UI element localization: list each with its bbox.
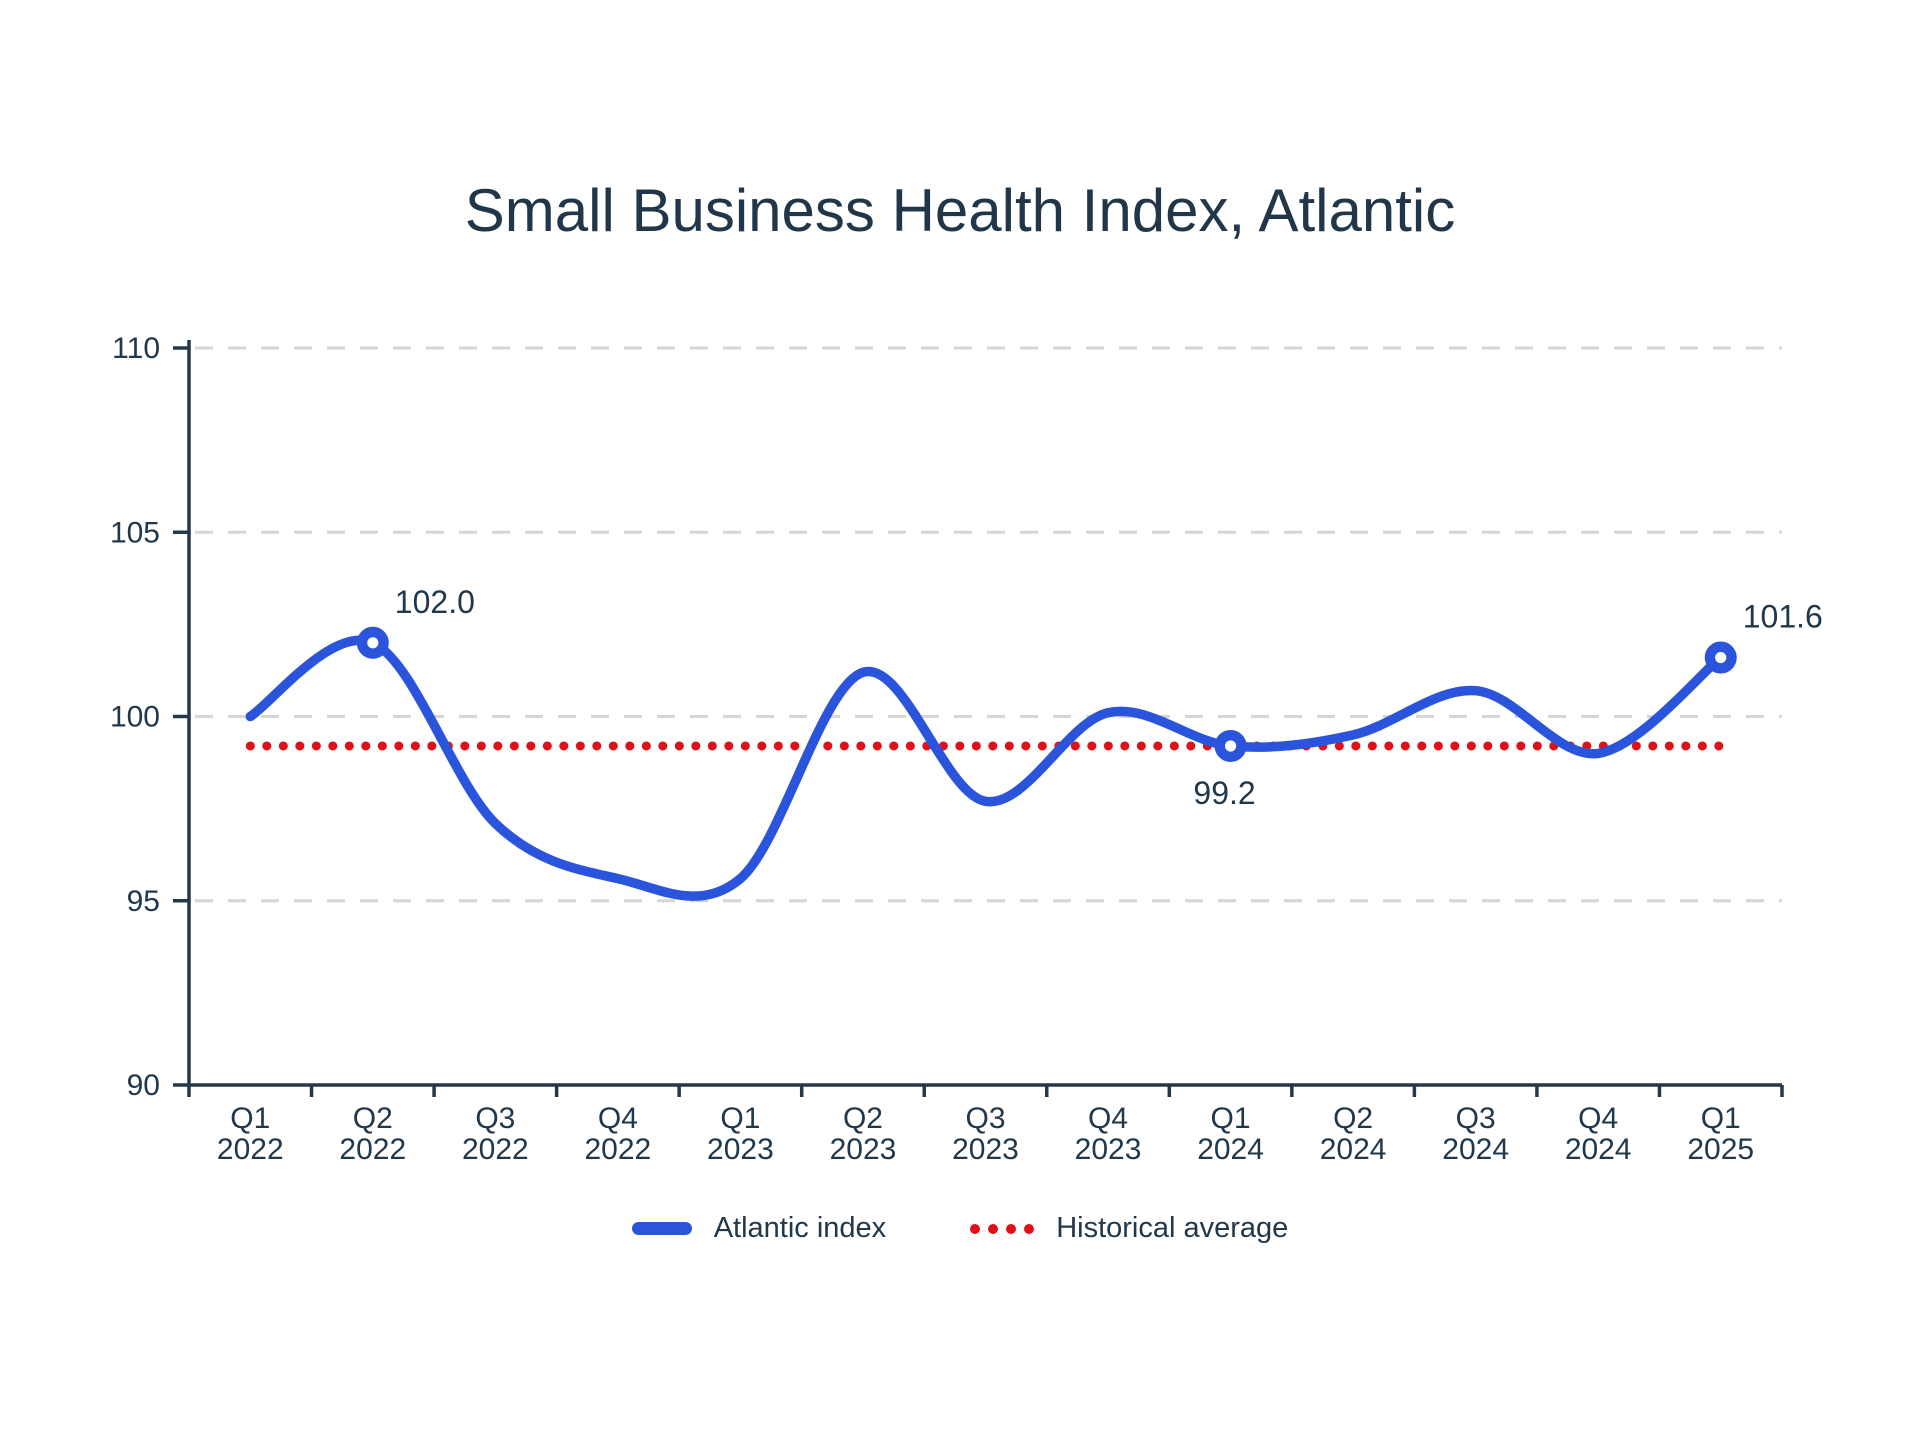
legend: Atlantic index Historical average — [0, 1212, 1920, 1245]
y-tick-label: 110 — [112, 332, 160, 365]
y-tick-label: 105 — [110, 516, 160, 549]
x-tick-label: Q2 2023 — [830, 1102, 897, 1166]
legend-item-historical-average[interactable]: Historical average — [970, 1212, 1288, 1245]
data-point-marker — [356, 626, 389, 659]
annotation-label: 99.2 — [1193, 775, 1255, 811]
axes — [173, 340, 1784, 1097]
x-tick-label: Q3 2022 — [462, 1102, 529, 1166]
x-tick-label: Q3 2024 — [1442, 1102, 1509, 1166]
legend-item-atlantic-index[interactable]: Atlantic index — [631, 1212, 887, 1245]
gridlines — [195, 346, 1782, 903]
x-tick-label: Q4 2022 — [585, 1102, 652, 1166]
data-point-marker — [1704, 641, 1737, 674]
data-annotations: 102.0 99.2 101.6 — [395, 584, 1823, 811]
data-point-markers — [356, 626, 1737, 762]
x-tick-label: Q3 2023 — [952, 1102, 1019, 1166]
chart-title: Small Business Health Index, Atlantic — [464, 177, 1456, 245]
x-tick-label: Q2 2024 — [1320, 1102, 1387, 1166]
y-tick-label: 90 — [127, 1069, 160, 1102]
x-tick-label: Q1 2022 — [217, 1102, 284, 1166]
red-dotted-swatch-icon — [970, 1223, 1035, 1234]
x-tick-label: Q1 2024 — [1197, 1102, 1264, 1166]
annotation-label: 102.0 — [395, 584, 475, 620]
legend-label: Historical average — [1056, 1212, 1289, 1244]
blue-line-swatch-icon — [631, 1222, 692, 1235]
x-tick-label: Q2 2022 — [339, 1102, 406, 1166]
x-tick-label: Q1 2025 — [1687, 1102, 1754, 1166]
y-tick-label: 100 — [110, 701, 160, 734]
atlantic-index-line — [245, 635, 1726, 901]
x-tick-label: Q1 2023 — [707, 1102, 774, 1166]
x-axis-tick-labels: Q1 2022 Q2 2022 Q3 2022 Q4 2022 Q1 2023 Q2 2023 Q3 20… — [217, 1102, 1754, 1166]
y-tick-label: 95 — [127, 885, 160, 918]
x-tick-label: Q4 2023 — [1075, 1102, 1142, 1166]
annotation-label: 101.6 — [1743, 599, 1823, 635]
y-axis-tick-labels: 90 95 100 105 110 — [110, 332, 160, 1102]
legend-label: Atlantic index — [713, 1212, 887, 1244]
x-tick-label: Q4 2024 — [1565, 1102, 1632, 1166]
data-point-marker — [1214, 729, 1247, 762]
